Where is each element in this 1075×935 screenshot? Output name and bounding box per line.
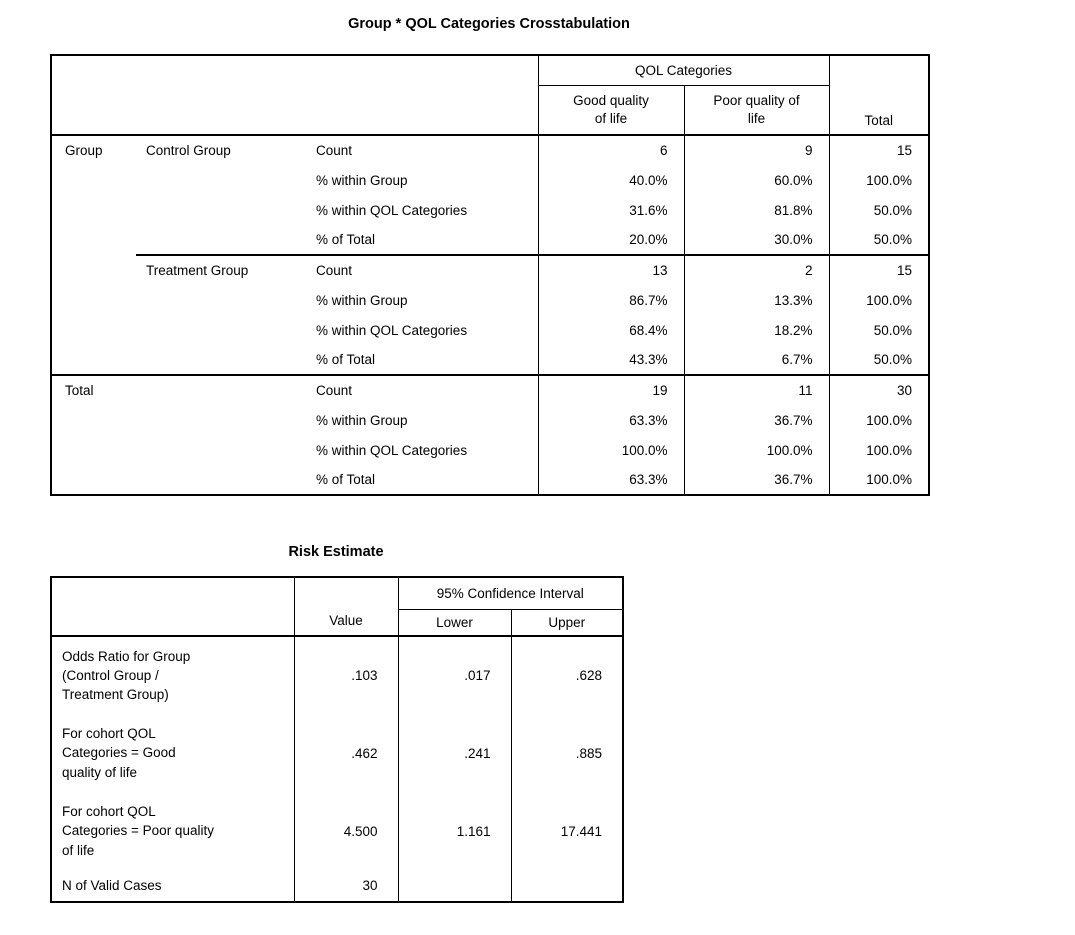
value-cell: 13	[537, 254, 684, 285]
table-row: % within QOL Categories 68.4% 18.2% 50.0…	[51, 315, 930, 345]
table-row: Group Control Group Count 6 9 15	[51, 135, 930, 165]
value-cell: 30.0%	[683, 225, 830, 255]
control-group-label: Control Group	[146, 143, 231, 158]
total-column-header: Total	[828, 55, 930, 136]
value-cell: 17.441	[510, 792, 623, 870]
value-cell: 6.7%	[683, 345, 830, 375]
value-cell: 43.3%	[537, 345, 684, 375]
value-cell: 100.0%	[828, 285, 930, 315]
value-cell: 11	[683, 374, 830, 405]
confidence-interval-spanner: 95% Confidence Interval	[397, 577, 623, 610]
value-cell: 50.0%	[828, 315, 930, 345]
value-cell: 100.0%	[537, 435, 684, 465]
stat-label-cell: % within QOL Categories	[316, 322, 468, 338]
value-cell: 20.0%	[537, 225, 684, 255]
value-cell: 19	[537, 374, 684, 405]
table-row: For cohort QOL Categories = Good quality…	[51, 714, 623, 792]
value-cell: 4.500	[293, 792, 398, 870]
risk-stub-header	[51, 577, 294, 637]
value-cell: 100.0%	[828, 435, 930, 465]
lower-column-header: Lower	[397, 609, 511, 637]
table-row: N of Valid Cases 30	[51, 870, 623, 903]
value-cell: 100.0%	[828, 465, 930, 495]
value-cell: 50.0%	[828, 345, 930, 375]
risk-row-label: For cohort QOL Categories = Good quality…	[62, 726, 176, 780]
value-cell: 18.2%	[683, 315, 830, 345]
risk-row-label: For cohort QOL Categories = Poor quality…	[62, 804, 214, 858]
stat-label-cell: Count	[316, 143, 353, 158]
value-cell: 30	[293, 870, 398, 903]
risk-estimate-title: Risk Estimate	[288, 544, 384, 560]
value-cell: 63.3%	[537, 465, 684, 495]
value-cell: 15	[828, 135, 930, 165]
value-cell: .103	[293, 636, 398, 714]
table-row: % within QOL Categories 100.0% 100.0% 10…	[51, 435, 930, 465]
value-cell: .628	[510, 636, 623, 714]
good-quality-column-header: Good quality of life	[537, 85, 684, 136]
value-cell: 81.8%	[683, 195, 830, 225]
value-cell	[397, 870, 511, 903]
crosstab-title: Group * QOL Categories Crosstabulation	[348, 16, 630, 32]
table-row: % within Group 40.0% 60.0% 100.0%	[51, 165, 930, 195]
table-row: Treatment Group Count 13 2 15	[51, 254, 930, 375]
value-cell: 63.3%	[537, 405, 684, 435]
value-cell: .017	[397, 636, 511, 714]
upper-column-header: Upper	[510, 609, 623, 637]
value-cell: .462	[293, 714, 398, 792]
table-row: Total Count 19 11 30	[51, 374, 930, 495]
risk-row-label: Odds Ratio for Group (Control Group / Tr…	[62, 648, 191, 703]
value-cell: 60.0%	[683, 165, 830, 195]
crosstab-stub-header	[51, 55, 538, 136]
table-row: For cohort QOL Categories = Poor quality…	[51, 792, 623, 870]
stat-label-cell: % within QOL Categories	[316, 442, 468, 458]
table-row: % within Group 86.7% 13.3% 100.0%	[51, 285, 930, 315]
table-row: % of Total 20.0% 30.0% 50.0%	[51, 225, 930, 255]
row-dimension-label: Group	[65, 143, 103, 158]
value-cell: 100.0%	[828, 165, 930, 195]
value-cell: 100.0%	[828, 405, 930, 435]
value-cell: 31.6%	[537, 195, 684, 225]
poor-quality-column-header: Poor quality of life	[683, 85, 830, 136]
stat-label-cell: % within Group	[316, 172, 408, 188]
crosstabulation-table: QOL Categories Total Good quality of lif…	[50, 54, 931, 496]
value-cell: 68.4%	[537, 315, 684, 345]
stat-label-cell: % of Total	[316, 352, 376, 367]
value-cell: 15	[828, 254, 930, 285]
value-cell: 86.7%	[537, 285, 684, 315]
stat-label-cell: % of Total	[316, 472, 376, 487]
value-cell: .241	[397, 714, 511, 792]
value-cell: 40.0%	[537, 165, 684, 195]
value-cell: 1.161	[397, 792, 511, 870]
value-cell: 36.7%	[683, 465, 830, 495]
stat-label-cell: % of Total	[316, 232, 376, 247]
stat-label-cell: % within Group	[316, 292, 408, 308]
stat-label-cell: % within QOL Categories	[316, 202, 468, 218]
stat-label-cell: Count	[306, 374, 538, 405]
value-cell: 2	[683, 254, 830, 285]
value-cell: 13.3%	[683, 285, 830, 315]
value-column-header: Value	[293, 577, 398, 637]
value-cell: 50.0%	[828, 225, 930, 255]
value-cell: 9	[683, 135, 830, 165]
value-cell: 50.0%	[828, 195, 930, 225]
table-row: Odds Ratio for Group (Control Group / Tr…	[51, 636, 623, 714]
value-cell	[510, 870, 623, 903]
value-cell: 6	[537, 135, 684, 165]
risk-estimate-table: Value 95% Confidence Interval Lower Uppe…	[50, 576, 624, 904]
value-cell: 36.7%	[683, 405, 830, 435]
stat-label-cell: Count	[306, 254, 538, 285]
value-cell: 100.0%	[683, 435, 830, 465]
qol-categories-spanner: QOL Categories	[537, 55, 830, 86]
value-cell: .885	[510, 714, 623, 792]
value-cell: 30	[828, 374, 930, 405]
table-row: % of Total 43.3% 6.7% 50.0%	[51, 345, 930, 375]
total-row-label: Total	[51, 374, 306, 495]
table-row: % within QOL Categories 31.6% 81.8% 50.0…	[51, 195, 930, 225]
table-row: % within Group 63.3% 36.7% 100.0%	[51, 405, 930, 435]
stat-label-cell: % within Group	[316, 412, 408, 428]
treatment-group-label: Treatment Group	[136, 254, 306, 375]
table-row: % of Total 63.3% 36.7% 100.0%	[51, 465, 930, 495]
risk-row-label: N of Valid Cases	[62, 878, 162, 893]
